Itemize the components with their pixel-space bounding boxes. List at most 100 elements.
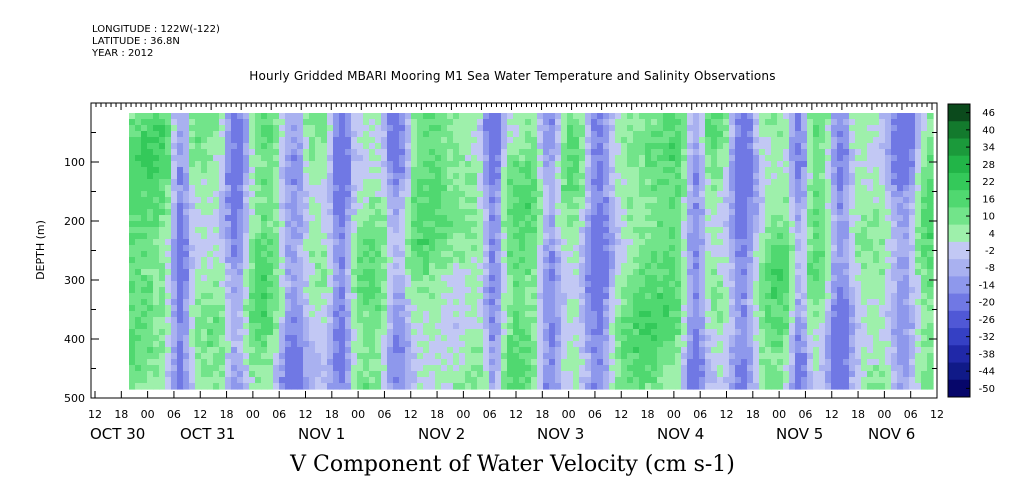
heatmap-cell <box>285 161 292 168</box>
heatmap-cell <box>645 257 652 264</box>
heatmap-cell <box>363 155 370 162</box>
heatmap-cell <box>609 269 616 276</box>
heatmap-cell <box>393 113 400 120</box>
heatmap-cell <box>291 227 298 234</box>
heatmap-cell <box>279 275 286 282</box>
heatmap-cell <box>171 167 178 174</box>
heatmap-cell <box>141 245 148 252</box>
heatmap-cell <box>591 137 598 144</box>
heatmap-cell <box>237 245 244 252</box>
heatmap-cell <box>591 239 598 246</box>
heatmap-cell <box>429 305 436 312</box>
heatmap-cell <box>555 305 562 312</box>
heatmap-cell <box>645 143 652 150</box>
heatmap-cell <box>519 335 526 342</box>
heatmap-cell <box>543 209 550 216</box>
heatmap-cell <box>537 353 544 360</box>
heatmap-cell <box>717 215 724 222</box>
heatmap-cell <box>141 329 148 336</box>
heatmap-cell <box>411 119 418 126</box>
heatmap-cell <box>615 275 622 282</box>
heatmap-cell <box>291 191 298 198</box>
heatmap-cell <box>615 173 622 180</box>
heatmap-cell <box>399 233 406 240</box>
heatmap-cell <box>291 287 298 294</box>
heatmap-cell <box>369 257 376 264</box>
heatmap-cell <box>591 263 598 270</box>
heatmap-cell <box>609 149 616 156</box>
heatmap-cell <box>465 167 472 174</box>
heatmap-cell <box>237 377 244 384</box>
heatmap-cell <box>639 311 646 318</box>
heatmap-cell <box>171 293 178 300</box>
heatmap-cell <box>483 137 490 144</box>
heatmap-cell <box>381 197 388 204</box>
heatmap-cell <box>645 203 652 210</box>
heatmap-cell <box>729 245 736 252</box>
heatmap-cell <box>339 299 346 306</box>
heatmap-cell <box>411 137 418 144</box>
heatmap-cell <box>141 281 148 288</box>
heatmap-cell <box>303 269 310 276</box>
heatmap-cell <box>153 347 160 354</box>
heatmap-cell <box>531 167 538 174</box>
heatmap-cell <box>249 113 256 120</box>
heatmap-cell <box>483 167 490 174</box>
heatmap-cell <box>723 185 730 192</box>
heatmap-cell <box>147 317 154 324</box>
heatmap-cell <box>471 329 478 336</box>
heatmap-cell <box>777 185 784 192</box>
heatmap-cell <box>603 137 610 144</box>
heatmap-cell <box>381 335 388 342</box>
heatmap-cell <box>375 293 382 300</box>
heatmap-cell <box>213 245 220 252</box>
heatmap-cell <box>723 335 730 342</box>
heatmap-cell <box>771 377 778 384</box>
heatmap-cell <box>525 209 532 216</box>
heatmap-cell <box>579 323 586 330</box>
heatmap-cell <box>357 293 364 300</box>
heatmap-cell <box>483 281 490 288</box>
heatmap-cell <box>579 287 586 294</box>
heatmap-cell <box>135 131 142 138</box>
heatmap-cell <box>213 209 220 216</box>
heatmap-cell <box>177 191 184 198</box>
heatmap-cell <box>129 119 136 126</box>
heatmap-cell <box>273 131 280 138</box>
heatmap-cell <box>255 137 262 144</box>
heatmap-cell <box>231 173 238 180</box>
heatmap-cell <box>297 221 304 228</box>
heatmap-cell <box>147 329 154 336</box>
heatmap-cell <box>423 281 430 288</box>
heatmap-cell <box>609 329 616 336</box>
heatmap-cell <box>291 365 298 372</box>
heatmap-cell <box>663 149 670 156</box>
heatmap-cell <box>519 317 526 324</box>
heatmap-cell <box>597 173 604 180</box>
heatmap-cell <box>561 245 568 252</box>
heatmap-cell <box>267 215 274 222</box>
heatmap-cell <box>387 245 394 252</box>
heatmap-cell <box>615 233 622 240</box>
heatmap-cell <box>465 173 472 180</box>
heatmap-cell <box>177 131 184 138</box>
heatmap-cell <box>663 293 670 300</box>
heatmap-cell <box>489 347 496 354</box>
heatmap-cell <box>345 143 352 150</box>
heatmap-cell <box>621 275 628 282</box>
heatmap-cell <box>693 317 700 324</box>
heatmap-cell <box>753 263 760 270</box>
heatmap-cell <box>657 329 664 336</box>
heatmap-cell <box>603 329 610 336</box>
heatmap-cell <box>153 293 160 300</box>
heatmap-cell <box>477 191 484 198</box>
heatmap-cell <box>297 215 304 222</box>
heatmap-cell <box>429 341 436 348</box>
heatmap-cell <box>705 365 712 372</box>
heatmap-cell <box>771 371 778 378</box>
heatmap-cell <box>525 365 532 372</box>
heatmap-cell <box>711 377 718 384</box>
heatmap-cell <box>231 311 238 318</box>
heatmap-cell <box>249 347 256 354</box>
heatmap-cell <box>219 287 226 294</box>
